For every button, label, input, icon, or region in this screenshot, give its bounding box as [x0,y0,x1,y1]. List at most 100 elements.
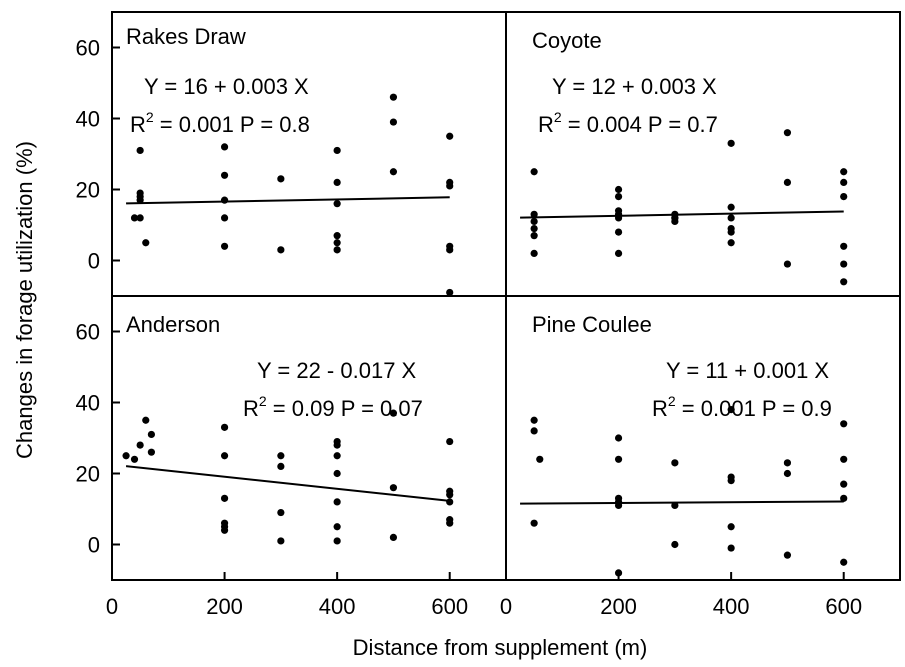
r-squared-text: R2 = 0.09 P = 0.07 [243,393,423,421]
data-point [333,232,341,240]
data-point [333,523,341,531]
data-point [389,168,398,176]
data-point [614,214,623,222]
data-point [727,139,735,147]
data-point [147,448,155,456]
y-tick-label: 20 [76,178,100,203]
data-point [614,228,623,236]
data-point [220,494,229,502]
data-point [783,178,792,186]
data-point [147,430,155,439]
data-point [727,239,735,247]
data-point [277,452,285,460]
data-point [220,452,229,460]
panel-frame [111,11,507,297]
data-point [130,214,139,222]
data-point [389,409,398,417]
panel-rakes-draw: 0 20 40 60 Rakes Draw Y = 16 + 0.003 X R2 = 0.… [76,11,507,297]
data-point [530,168,538,176]
x-tick-label: 400 [713,594,750,619]
data-point [614,455,623,463]
data-point [530,224,538,233]
data-point [389,533,398,542]
data-point [840,278,848,286]
data-point [783,551,792,559]
data-point [220,242,229,250]
data-point [333,441,341,449]
data-point [727,228,735,236]
panel-title: Coyote [532,28,602,53]
regression-equation: Y = 16 + 0.003 X [144,74,309,99]
data-point [840,193,848,201]
data-point [136,146,144,155]
x-tick-label: 200 [206,594,243,619]
data-point [671,217,679,226]
data-point [614,501,623,510]
data-point [333,146,341,155]
data-point [840,178,848,186]
data-point [530,210,538,218]
y-tick-label: 0 [88,249,100,274]
data-point [333,200,341,208]
data-point [671,501,679,510]
data-point [220,423,229,431]
data-point [136,214,144,222]
data-point [530,232,538,240]
y-tick-label: 0 [88,533,100,558]
x-axis-title: Distance from supplement (m) [353,635,648,660]
data-point [136,196,144,204]
data-point [840,480,848,488]
data-point [840,420,848,428]
data-point [446,491,454,499]
regression-line [520,500,844,505]
x-tick-label: 400 [319,594,356,619]
data-point [333,469,341,478]
data-point [220,214,229,222]
regression-equation: Y = 22 - 0.017 X [257,358,417,383]
data-point [446,288,454,297]
panel-title: Rakes Draw [126,24,246,49]
data-point [727,523,735,531]
data-point [446,132,454,140]
data-point [671,459,679,467]
data-point [333,239,341,247]
data-point [530,217,538,226]
data-point [783,260,792,268]
data-point [727,214,735,222]
data-point [783,459,792,467]
data-point [530,519,538,527]
data-point [840,558,848,566]
data-point [614,434,623,442]
x-tick-label: 0 [500,594,512,619]
data-point [727,477,735,485]
data-point [614,569,623,577]
data-point [783,129,792,137]
regression-line [520,210,844,219]
data-point [840,455,848,463]
data-point [136,441,144,449]
data-point [220,171,229,179]
data-point [840,242,848,250]
data-point [614,249,623,257]
data-point [671,540,679,549]
x-tick-label: 600 [431,594,468,619]
data-point [333,452,341,460]
panel-title: Anderson [126,312,220,337]
panel-frame [505,11,901,297]
data-point [142,416,150,424]
y-tick-label: 40 [76,391,100,416]
regression-line [126,196,450,205]
y-tick-label: 40 [76,107,100,132]
data-point [840,494,848,502]
data-point [122,452,130,460]
x-tick-label: 0 [106,594,118,619]
r-squared-text: R2 = 0.001 P = 0.9 [652,393,832,421]
x-tick-label: 600 [825,594,862,619]
data-point [446,182,454,190]
x-tick-label: 200 [600,594,637,619]
data-point [536,455,544,463]
data-point [220,526,229,534]
data-point [446,498,454,506]
